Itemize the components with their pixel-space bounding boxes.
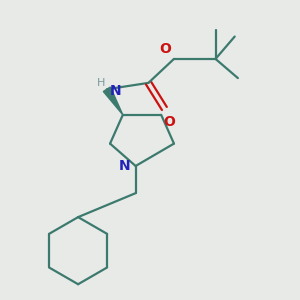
Polygon shape [103,87,123,115]
Text: O: O [159,42,171,56]
Text: N: N [110,84,121,98]
Text: O: O [163,115,175,129]
Text: N: N [119,159,131,173]
Text: H: H [97,78,105,88]
